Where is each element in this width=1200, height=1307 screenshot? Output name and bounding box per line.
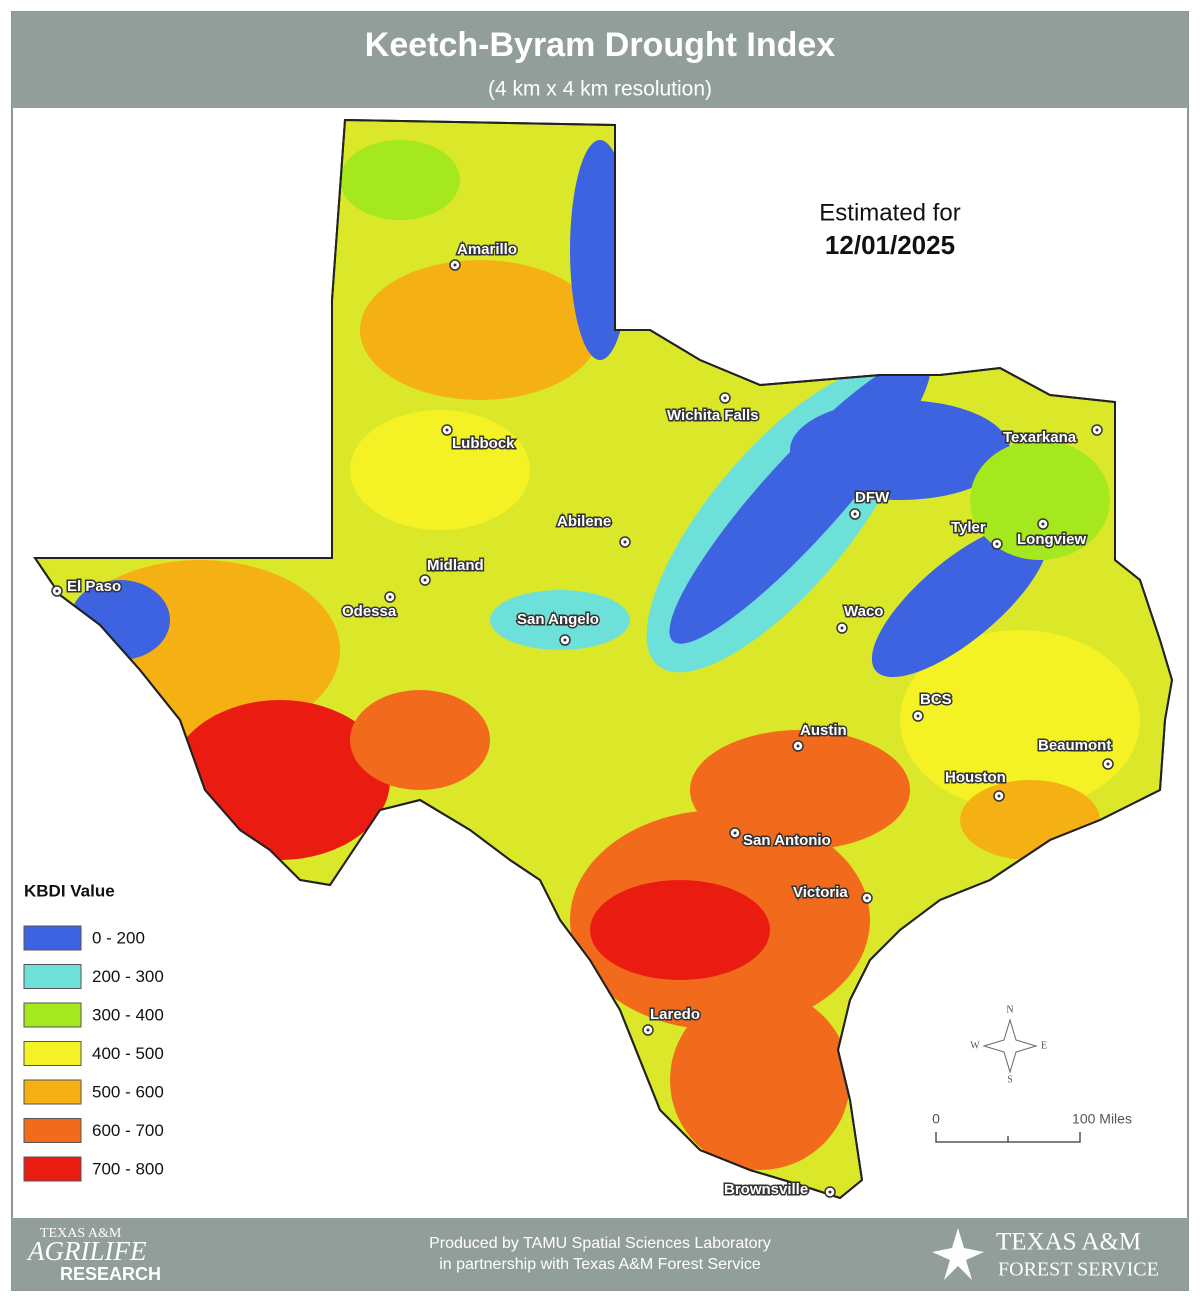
legend-swatch: [23, 925, 82, 951]
city-label: DFW: [855, 489, 890, 506]
compass: N E S W: [970, 1004, 1047, 1085]
credit-line-2: in partnership with Texas A&M Forest Ser…: [439, 1256, 761, 1273]
city-label: Victoria: [793, 884, 848, 901]
city-label: Lubbock: [452, 435, 515, 452]
scale-bar: 0 100 Miles: [932, 1111, 1132, 1143]
city-marker-dot: [646, 1028, 650, 1032]
city-marker-dot: [997, 794, 1001, 798]
compass-e: E: [1041, 1040, 1047, 1051]
legend-swatch: [23, 1002, 82, 1028]
legend-label: 600 - 700: [92, 1121, 164, 1140]
scale-end: 100 Miles: [1072, 1111, 1132, 1127]
city-marker-dot: [55, 589, 59, 593]
city-marker-dot: [995, 542, 999, 546]
city-marker-dot: [853, 512, 857, 516]
city-marker-dot: [828, 1190, 832, 1194]
subtitle: (4 km x 4 km resolution): [488, 78, 712, 101]
scale-start: 0: [932, 1111, 940, 1127]
city-label: Laredo: [650, 1006, 700, 1023]
city-label: Beaumont: [1038, 737, 1111, 754]
legend-label: 500 - 600: [92, 1082, 164, 1101]
header-band: [12, 12, 1188, 108]
city-label: El Paso: [67, 578, 121, 595]
city-label: San Antonio: [743, 832, 831, 849]
city-label: Houston: [945, 769, 1006, 786]
legend-swatch: [23, 1156, 82, 1182]
credit-line-1: Produced by TAMU Spatial Sciences Labora…: [429, 1235, 771, 1252]
city-label: Odessa: [342, 603, 397, 620]
city-label: Texarkana: [1003, 429, 1077, 446]
city-label: Amarillo: [457, 241, 517, 258]
city-marker-dot: [733, 831, 737, 835]
city-marker-dot: [623, 540, 627, 544]
forest-service-star: [932, 1228, 984, 1280]
city-label: Wichita Falls: [667, 407, 759, 424]
compass-s: S: [1007, 1074, 1013, 1085]
state-border: [33, 118, 1174, 1200]
compass-w: W: [970, 1040, 980, 1051]
city-marker-dot: [445, 428, 449, 432]
city-layer: Amarillo Lubbock Wichita Falls Texarkana DFW…: [51, 239, 1114, 1199]
city-marker-dot: [423, 578, 427, 582]
city-marker-dot: [1095, 428, 1099, 432]
estimate-label: Estimated for: [819, 199, 960, 226]
compass-n: N: [1006, 1004, 1013, 1015]
legend-label: 700 - 800: [92, 1159, 164, 1178]
city-marker-dot: [840, 626, 844, 630]
legend-swatch: [23, 1118, 82, 1143]
city-label: Brownsville: [724, 1181, 808, 1198]
title: Keetch-Byram Drought Index: [365, 26, 835, 64]
city-marker-dot: [453, 263, 457, 267]
city-marker-dot: [1041, 522, 1045, 526]
legend: 0 - 200 200 - 300 300 - 400 400 - 500 500 - …: [23, 925, 164, 1182]
forest-service-line-1: TEXAS A&M: [996, 1229, 1141, 1256]
city-marker-dot: [916, 714, 920, 718]
city-marker-dot: [1106, 762, 1110, 766]
agrilife-line-3: RESEARCH: [60, 1264, 161, 1284]
legend-label: 400 - 500: [92, 1044, 164, 1063]
city-label: Longview: [1017, 531, 1087, 548]
city-label: Abilene: [557, 513, 611, 530]
estimate-date: 12/01/2025: [825, 230, 955, 260]
forest-service-line-2: FOREST SERVICE: [998, 1259, 1159, 1281]
city-marker-dot: [723, 396, 727, 400]
agrilife-line-1: TEXAS A&M: [40, 1226, 122, 1241]
footer-band: [12, 1218, 1188, 1290]
legend-label: 300 - 400: [92, 1005, 164, 1024]
legend-title: KBDI Value: [24, 881, 115, 900]
city-label: Tyler: [951, 519, 986, 536]
city-marker-dot: [563, 638, 567, 642]
city-marker-dot: [796, 744, 800, 748]
legend-swatch: [23, 1079, 82, 1105]
city-label: Waco: [844, 603, 883, 620]
legend-label: 0 - 200: [92, 928, 145, 947]
legend-label: 200 - 300: [92, 967, 164, 986]
agrilife-line-2: AGRILIFE: [26, 1236, 147, 1266]
city-marker-dot: [865, 896, 869, 900]
city-marker-dot: [388, 595, 392, 599]
legend-swatch: [23, 1041, 82, 1066]
city-label: Midland: [427, 557, 484, 574]
city-label: San Angelo: [517, 611, 599, 628]
city-label: BCS: [920, 691, 952, 708]
legend-swatch: [23, 964, 82, 989]
city-label: Austin: [800, 722, 847, 739]
